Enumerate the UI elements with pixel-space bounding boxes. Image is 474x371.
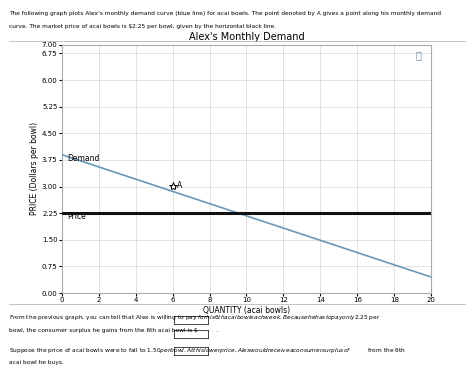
Text: acai bowl he buys.: acai bowl he buys. (9, 360, 64, 365)
Text: bowl, the consumer surplus he gains from the 6th acai bowl is $          .: bowl, the consumer surplus he gains from… (9, 328, 219, 333)
Text: From the previous graph, you can tell that Alex is willing to pay $          for: From the previous graph, you can tell th… (9, 313, 381, 322)
Text: curve. The market price of acai bowls is $2.25 per bowl, given by the horizontal: curve. The market price of acai bowls is… (9, 24, 277, 29)
Text: The following graph plots Alex's monthly demand curve (blue line) for acai bowls: The following graph plots Alex's monthly… (9, 11, 441, 16)
Text: ⓘ: ⓘ (416, 50, 421, 60)
Y-axis label: PRICE (Dollars per bowl): PRICE (Dollars per bowl) (30, 122, 39, 216)
Text: Price: Price (67, 212, 86, 221)
Text: A: A (177, 181, 182, 190)
X-axis label: QUANTITY (acai bowls): QUANTITY (acai bowls) (203, 306, 290, 315)
Title: Alex's Monthly Demand: Alex's Monthly Demand (189, 32, 304, 42)
Text: Demand: Demand (67, 154, 100, 163)
Text: Suppose the price of acai bowls were to fall to $1.50 per bowl. At this lower pr: Suppose the price of acai bowls were to … (9, 346, 406, 355)
